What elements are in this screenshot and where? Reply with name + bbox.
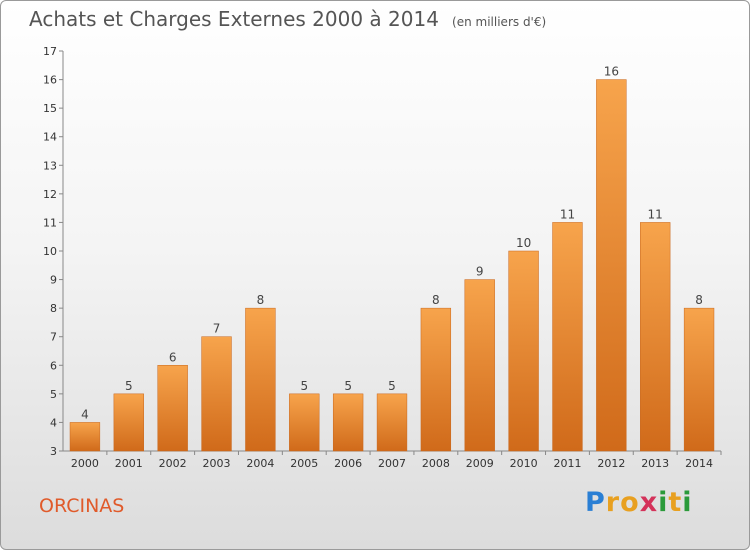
bar-2006: [332, 393, 364, 452]
bar-2005: [289, 393, 320, 452]
y-tick-label: 7: [50, 331, 57, 344]
y-tick-label: 17: [43, 45, 57, 58]
x-tick-label: 2011: [553, 457, 581, 470]
logo-letter: i: [658, 487, 669, 518]
logo-letter: r: [605, 487, 621, 518]
x-tick-label: 2000: [71, 457, 99, 470]
x-tick-label: 2007: [378, 457, 406, 470]
logo-letter: i: [682, 487, 693, 518]
y-tick-label: 16: [43, 74, 57, 87]
y-tick-label: 12: [43, 188, 57, 201]
x-tick-label: 2002: [159, 457, 187, 470]
bar-2011: [552, 222, 583, 452]
chart-title-block: Achats et Charges Externes 2000 à 2014 (…: [29, 7, 546, 31]
x-tick-label: 2013: [641, 457, 669, 470]
bar-value-label: 8: [695, 293, 703, 307]
bar-value-label: 6: [169, 350, 177, 364]
logo-letter: o: [620, 487, 640, 518]
y-tick-label: 4: [50, 416, 57, 429]
y-tick-label: 8: [50, 302, 57, 315]
y-tick-label: 13: [43, 159, 57, 172]
bar-value-label: 16: [604, 65, 619, 79]
chart-labels: 4 2000 5 2001 6 2002 7 2003 8 2004 5 2005 5 2006 5 2007…: [71, 65, 713, 470]
bar-2008: [420, 307, 452, 452]
x-tick-label: 2004: [246, 457, 274, 470]
x-tick-label: 2005: [290, 457, 318, 470]
chart-subtitle: (en milliers d'€): [452, 15, 547, 29]
chart-title: Achats et Charges Externes 2000 à 2014: [29, 7, 439, 31]
bar-value-label: 8: [432, 293, 440, 307]
proxiti-logo: Proxiti: [585, 487, 693, 518]
bar-2010: [508, 250, 539, 452]
bar-value-label: 5: [388, 379, 396, 393]
bar-value-label: 11: [560, 207, 575, 221]
x-tick-label: 2006: [334, 457, 362, 470]
bar-2001: [113, 393, 144, 452]
bar-2004: [245, 307, 276, 452]
bar-2009: [464, 279, 495, 452]
bar-value-label: 10: [516, 236, 531, 250]
logo-letter: t: [668, 487, 683, 518]
bar-2003: [201, 336, 232, 452]
logo-letter: x: [639, 487, 659, 518]
town-name: ORCINAS: [39, 495, 125, 517]
bar-2013: [640, 222, 671, 452]
x-tick-label: 2003: [203, 457, 231, 470]
bar-value-label: 4: [81, 407, 89, 421]
bar-2007: [376, 393, 408, 452]
bar-value-label: 7: [213, 322, 221, 336]
y-tick-label: 6: [50, 359, 57, 372]
logo-letter: P: [585, 487, 606, 518]
bar-value-label: 9: [476, 265, 484, 279]
bar-value-label: 5: [125, 379, 133, 393]
x-tick-label: 2009: [466, 457, 494, 470]
y-tick-label: 14: [43, 131, 57, 144]
y-tick-label: 15: [43, 102, 57, 115]
x-tick-label: 2012: [597, 457, 625, 470]
y-tick-label: 11: [43, 216, 57, 229]
x-tick-label: 2010: [510, 457, 538, 470]
x-tick-label: 2008: [422, 457, 450, 470]
x-tick-label: 2001: [115, 457, 143, 470]
bar-value-label: 11: [648, 207, 663, 221]
bar-2012: [596, 79, 627, 452]
y-tick-label: 10: [43, 245, 57, 258]
y-tick-label: 9: [50, 274, 57, 287]
y-tick-label: 5: [50, 388, 57, 401]
bar-2014: [683, 307, 715, 452]
bar-2000: [69, 422, 101, 452]
bar-value-label: 5: [344, 379, 352, 393]
chart-bars: [69, 79, 715, 452]
x-tick-label: 2014: [685, 457, 713, 470]
y-tick-label: 3: [50, 445, 57, 458]
bar-2002: [157, 365, 188, 452]
bar-value-label: 8: [257, 293, 265, 307]
bar-value-label: 5: [300, 379, 308, 393]
